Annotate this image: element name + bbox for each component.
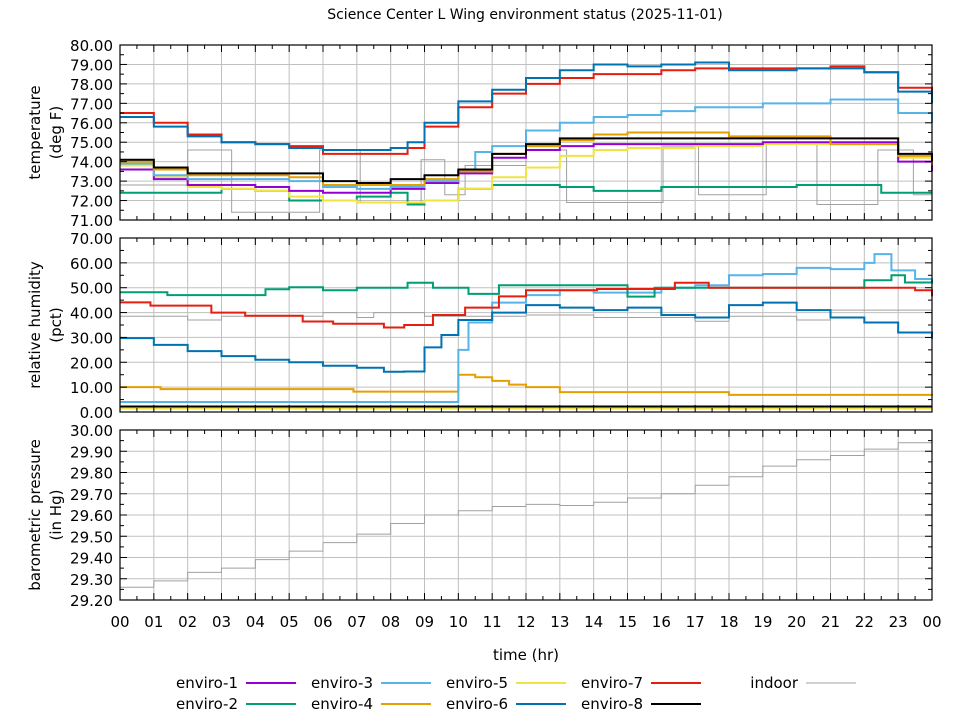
y-axis-label: relative humidity — [26, 261, 44, 389]
x-tick-label: 05 — [280, 613, 299, 631]
legend-label: enviro-7 — [581, 674, 643, 692]
series-line-enviro-3 — [120, 98, 933, 190]
legend-label: enviro-3 — [311, 674, 373, 692]
legend-label: enviro-8 — [581, 695, 643, 713]
y-tick-label: 73.00 — [70, 173, 113, 191]
panel-frame — [119, 44, 933, 221]
x-tick-label: 18 — [719, 613, 738, 631]
y-tick-label: 80.00 — [70, 37, 113, 55]
y-tick-label: 40.00 — [70, 305, 113, 323]
x-tick-label: 20 — [787, 613, 806, 631]
y-tick-label: 75.00 — [70, 134, 113, 152]
legend-label: indoor — [750, 674, 799, 692]
y-tick-label: 0.00 — [80, 404, 113, 422]
legend-label: enviro-2 — [176, 695, 238, 713]
x-tick-label: 19 — [753, 613, 772, 631]
y-tick-label: 29.40 — [70, 550, 113, 568]
y-tick-label: 78.00 — [70, 76, 113, 94]
series-line-enviro-4 — [120, 373, 933, 396]
x-tick-label: 04 — [246, 613, 265, 631]
x-tick-label: 08 — [381, 613, 400, 631]
y-tick-label: 30.00 — [70, 329, 113, 347]
x-tick-label: 07 — [347, 613, 366, 631]
panel-frame — [119, 429, 933, 601]
y-tick-label: 72.00 — [70, 193, 113, 211]
y-tick-label: 77.00 — [70, 95, 113, 113]
series-line-enviro-6 — [120, 61, 933, 151]
series-line-enviro-7 — [120, 281, 933, 329]
y-tick-label: 79.00 — [70, 56, 113, 74]
x-tick-label: 11 — [483, 613, 502, 631]
x-tick-label: 03 — [212, 613, 231, 631]
y-tick-label: 29.70 — [70, 486, 113, 504]
y-tick-label: 74.00 — [70, 154, 113, 172]
grid — [120, 45, 932, 600]
y-tick-label: 29.80 — [70, 465, 113, 483]
legend-label: enviro-6 — [446, 695, 508, 713]
y-axis-label: barometric pressure — [26, 439, 44, 591]
y-tick-label: 29.20 — [70, 592, 113, 610]
series-line-enviro-2 — [120, 274, 933, 298]
y-tick-label: 20.00 — [70, 354, 113, 372]
x-tick-label: 02 — [178, 613, 197, 631]
legend-label: enviro-1 — [176, 674, 238, 692]
legend-label: enviro-5 — [446, 674, 508, 692]
y-tick-label: 10.00 — [70, 379, 113, 397]
y-tick-label: 29.50 — [70, 528, 113, 546]
y-tick-label: 60.00 — [70, 255, 113, 273]
y-tick-label: 29.90 — [70, 443, 113, 461]
x-tick-label: 14 — [584, 613, 603, 631]
y-tick-label: 76.00 — [70, 115, 113, 133]
legend-label: enviro-4 — [311, 695, 373, 713]
y-axis-label: (deg F) — [47, 106, 65, 159]
chart-title: Science Center L Wing environment status… — [327, 7, 723, 23]
series-line-enviro-8 — [120, 137, 933, 185]
series-line-indoor — [120, 440, 933, 588]
x-tick-label: 13 — [550, 613, 569, 631]
legend: enviro-1 enviro-2 enviro-3 enviro-4 enviro-5… — [176, 674, 856, 713]
x-tick-label: 06 — [313, 613, 332, 631]
series-line-enviro-6 — [120, 301, 933, 373]
y-tick-label: 29.60 — [70, 507, 113, 525]
x-tick-label: 16 — [652, 613, 671, 631]
y-axis-label: temperature — [26, 85, 44, 179]
x-tick-label: 22 — [855, 613, 874, 631]
y-tick-label: 70.00 — [70, 230, 113, 248]
x-tick-label: 10 — [449, 613, 468, 631]
panel-frame — [119, 237, 933, 413]
x-tick-label: 00 — [110, 613, 129, 631]
x-tick-label: 17 — [686, 613, 705, 631]
x-tick-label: 09 — [415, 613, 434, 631]
series-line-enviro-3 — [120, 253, 933, 404]
x-axis-label: time (hr) — [493, 646, 559, 664]
x-tick-label: 15 — [618, 613, 637, 631]
y-tick-label: 30.00 — [70, 422, 113, 440]
y-tick-label: 50.00 — [70, 280, 113, 298]
y-tick-label: 29.30 — [70, 571, 113, 589]
x-tick-label: 23 — [889, 613, 908, 631]
y-axis-label: (in Hg) — [47, 490, 65, 541]
y-axis-label: (pct) — [47, 307, 65, 342]
x-tick-label: 21 — [821, 613, 840, 631]
y-tick-label: 71.00 — [70, 212, 113, 230]
x-tick-label: 12 — [516, 613, 535, 631]
x-tick-label: 01 — [144, 613, 163, 631]
x-tick-label: 00 — [922, 613, 941, 631]
